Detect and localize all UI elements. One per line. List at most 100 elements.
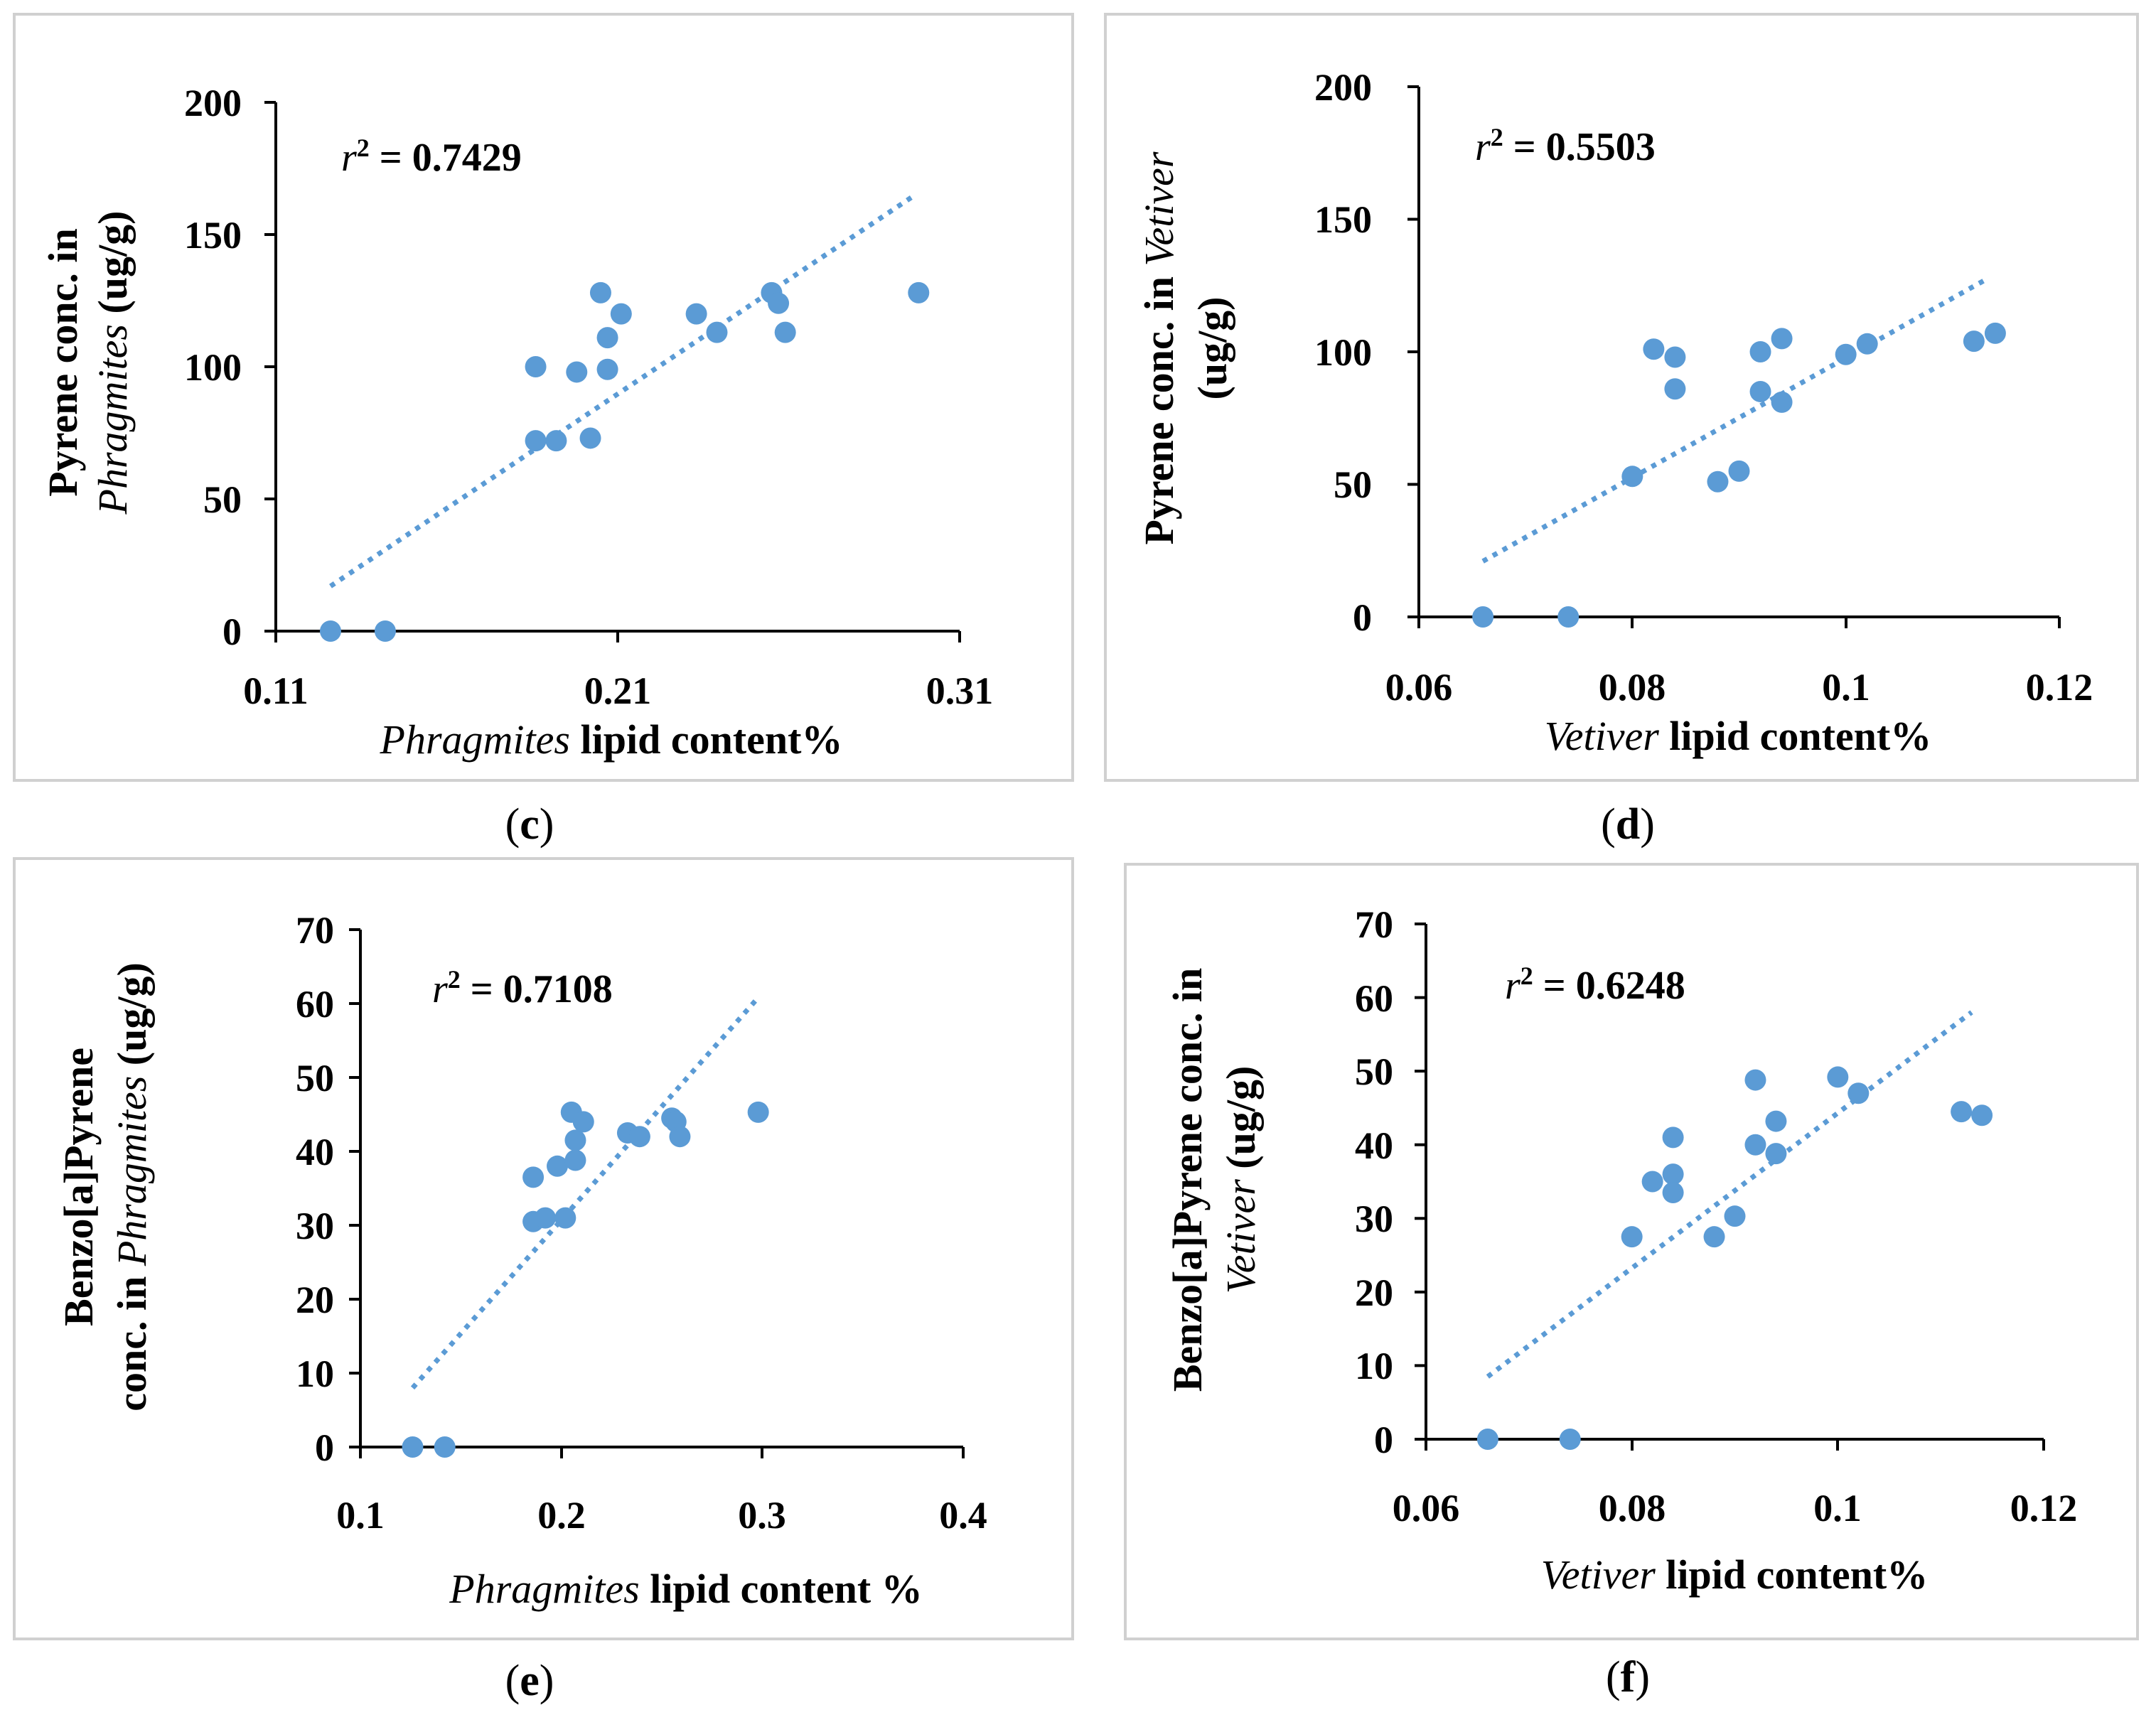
x-axis-label: Vetiver lipid content% (1541, 1552, 1929, 1598)
x-tick-label: 0.1 (336, 1494, 385, 1537)
data-point (1621, 1226, 1643, 1248)
data-point (374, 620, 396, 642)
x-axis-label: Vetiver lipid content% (1545, 713, 1932, 759)
y-tick-label: 200 (184, 82, 242, 124)
y-tick-label: 60 (296, 983, 334, 1026)
data-point (747, 1101, 769, 1123)
x-tick-label: 0.31 (926, 670, 994, 712)
y-ticks (1415, 923, 1426, 1441)
data-point (566, 361, 588, 383)
data-point (579, 427, 601, 449)
x-tick-label: 0.21 (584, 670, 652, 712)
data-point (1664, 346, 1686, 368)
data-point (1827, 1066, 1849, 1088)
x-tick-label: 0.08 (1599, 1487, 1666, 1529)
y-tick-label: 30 (296, 1205, 334, 1247)
plot-area (1476, 1010, 1993, 1450)
y-tick-label: 100 (184, 346, 242, 389)
data-point (1703, 1226, 1725, 1248)
y-tick-label: 150 (1314, 198, 1372, 241)
plot-area (319, 193, 930, 642)
y-tick-label: 150 (184, 214, 242, 257)
panel-frame (13, 13, 1074, 782)
data-point (547, 1155, 569, 1177)
trendline (329, 193, 917, 588)
r-squared-label: r2 = 0.7429 (341, 134, 522, 180)
x-tick-label: 0.08 (1599, 666, 1666, 709)
data-point (669, 1126, 691, 1148)
data-point (596, 327, 618, 349)
data-point (319, 620, 341, 642)
y-axis-label: Pyrene conc. in (40, 228, 86, 496)
y-tick-label: 10 (1355, 1345, 1393, 1387)
y-ticks (1407, 85, 1419, 618)
y-tick-label: 0 (315, 1426, 334, 1469)
data-point (572, 1111, 594, 1133)
y-ticks (264, 101, 276, 633)
trendline (410, 998, 758, 1390)
panel-frame (1124, 863, 2139, 1640)
data-point (535, 1207, 557, 1229)
data-point (545, 430, 567, 452)
y-axis-label: Pyrene conc. in Vetiver (1136, 151, 1182, 544)
data-point (554, 1207, 576, 1229)
data-point (564, 1129, 586, 1151)
data-point (1951, 1101, 1973, 1123)
data-point (525, 356, 547, 377)
data-point (1856, 333, 1878, 355)
y-axis-label: Benzo[a]Pyrene conc. in (1164, 968, 1211, 1392)
data-point (1744, 1134, 1766, 1156)
panel-caption-e: (e) (505, 1657, 554, 1705)
data-point (1765, 1143, 1787, 1165)
y-tick-label: 30 (1355, 1198, 1393, 1240)
y-tick-label: 40 (1355, 1124, 1393, 1167)
data-point (402, 1436, 424, 1458)
data-point (1749, 380, 1771, 402)
plot-area (402, 998, 769, 1458)
trendline (1481, 278, 1986, 564)
x-tick-label: 0.4 (939, 1494, 987, 1537)
x-tick-label: 0.12 (2026, 666, 2093, 709)
data-point (768, 292, 790, 314)
data-point (1472, 606, 1494, 628)
y-tick-label: 0 (222, 611, 242, 653)
x-tick-label: 0.2 (537, 1494, 586, 1537)
y-tick-label: 40 (296, 1131, 334, 1173)
y-axis-label: Phragmites (ug/g) (90, 211, 136, 515)
y-tick-label: 0 (1353, 596, 1372, 639)
data-point (1728, 460, 1750, 482)
y-tick-label: 50 (1355, 1050, 1393, 1093)
y-tick-label: 50 (1334, 463, 1372, 506)
x-tick-label: 0.3 (738, 1494, 786, 1537)
y-tick-label: 60 (1355, 977, 1393, 1020)
panel-caption-d: (d) (1601, 800, 1655, 849)
data-point (589, 281, 611, 303)
data-point (1984, 322, 2006, 344)
y-tick-label: 0 (1374, 1419, 1393, 1461)
data-point (1771, 391, 1793, 413)
data-point (1971, 1104, 1993, 1126)
data-point (1724, 1205, 1746, 1227)
data-point (1744, 1069, 1766, 1091)
y-tick-label: 10 (296, 1353, 334, 1395)
y-tick-label: 200 (1314, 66, 1372, 109)
y-axis-label: Vetiver (ug/g) (1218, 1066, 1264, 1294)
data-point (628, 1126, 650, 1148)
data-point (1662, 1126, 1684, 1149)
panel-d: 0 50 100 150 200 0.06 0.08 0.1 0.12 r2 =… (1104, 13, 2139, 782)
data-point (1963, 330, 1985, 353)
data-point (1771, 328, 1793, 350)
y-ticks (349, 928, 360, 1448)
panel-c: 0 50 100 150 200 0.11 0.21 0.31 r2 = 0.7… (13, 13, 1074, 782)
y-tick-label: 20 (296, 1279, 334, 1321)
data-point (1847, 1082, 1870, 1104)
y-tick-label: 20 (1355, 1271, 1393, 1314)
data-point (564, 1149, 586, 1171)
data-point (908, 281, 930, 303)
y-tick-label: 70 (1355, 903, 1393, 946)
x-tick-label: 0.11 (243, 670, 309, 712)
data-point (706, 321, 728, 343)
y-axis-label: Benzo[a]Pyrene (55, 1048, 102, 1326)
x-ticks (359, 1447, 965, 1458)
y-tick-label: 70 (296, 909, 334, 952)
